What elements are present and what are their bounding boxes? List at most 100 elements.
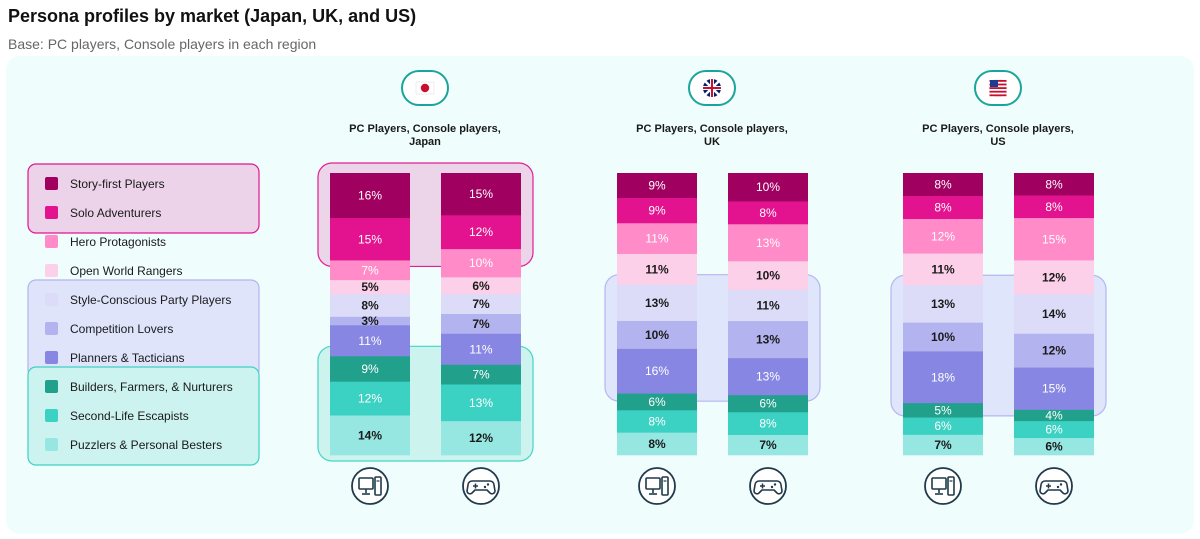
- bar-segment: [728, 395, 808, 413]
- gamepad-icon-ring: [462, 467, 500, 505]
- data-label: 5%: [361, 280, 379, 294]
- gamepad-button: [1059, 483, 1063, 486]
- bar-segment: [617, 284, 697, 322]
- data-label: 7%: [759, 438, 777, 452]
- bar-segment: [728, 201, 808, 225]
- bar-segment: [617, 223, 697, 255]
- bar-segment: [903, 403, 983, 418]
- data-label: 12%: [1042, 344, 1066, 358]
- flag-sun: [420, 83, 430, 93]
- data-label: 15%: [1042, 382, 1066, 396]
- bar-segment: [1014, 218, 1094, 261]
- data-label: 12%: [469, 225, 493, 239]
- stacked-bar: 8%8%15%12%14%12%15%4%6%6%: [1014, 173, 1094, 505]
- bar-segment: [1014, 367, 1094, 411]
- data-label: 8%: [1045, 200, 1063, 214]
- pc-icon-ring: [924, 467, 962, 505]
- data-label: 8%: [648, 414, 666, 428]
- gamepad-body: [753, 480, 783, 495]
- data-label: 13%: [931, 297, 955, 311]
- data-label: 8%: [759, 206, 777, 220]
- stacked-bar: 16% 15% 7% 5% 8%3% 11% 9% 12% 14%: [330, 173, 410, 505]
- data-label: 8%: [934, 201, 952, 215]
- legend-label: Competition Lovers: [70, 322, 173, 336]
- bar-segment: [330, 316, 410, 326]
- data-label: 12%: [469, 431, 493, 445]
- market-title: PC Players, Console players,: [922, 123, 1074, 135]
- bar-segment: [330, 415, 410, 456]
- data-label: 15%: [469, 187, 493, 201]
- data-label: 13%: [469, 396, 493, 410]
- data-label: 14%: [358, 428, 382, 442]
- bar-segment: [617, 253, 697, 285]
- data-label: 11%: [931, 262, 955, 276]
- gamepad-icon: [462, 467, 500, 505]
- legend-label: Hero Protagonists: [70, 235, 166, 249]
- bar-segment: [617, 432, 697, 456]
- data-label: 3%: [361, 314, 379, 328]
- data-label: 10%: [756, 180, 780, 194]
- legend-label: Solo Adventurers: [70, 206, 161, 220]
- gamepad-body: [1039, 480, 1069, 495]
- data-label: 10%: [645, 328, 669, 342]
- bar-segment: [617, 320, 697, 350]
- legend-label: Story-first Players: [70, 177, 165, 191]
- data-label: 7%: [472, 297, 490, 311]
- bar-segment: [903, 196, 983, 220]
- japan-flag: [401, 70, 449, 106]
- bar-segment: [1014, 294, 1094, 335]
- data-label: 7%: [472, 368, 490, 382]
- bar-segment: [903, 417, 983, 436]
- bar-segment: [330, 260, 410, 281]
- legend-swatch: [45, 293, 58, 306]
- market-title: Japan: [409, 136, 441, 148]
- pc-icon: [638, 467, 676, 505]
- data-label: 5%: [934, 403, 952, 417]
- stacked-bar: 10% 8% 13% 10% 11% 13% 13% 6% 8% 7%: [728, 173, 808, 505]
- us-flag: [974, 70, 1022, 106]
- legend-swatch: [45, 351, 58, 364]
- flag-stripe: [989, 87, 1007, 89]
- stacked-bar: 9% 9% 11% 11% 13% 10% 16% 6% 8% 8%: [617, 173, 697, 505]
- market-group: PC Players, Console players,US 8% 8% 12% 11%…: [903, 70, 1094, 505]
- data-label: 11%: [469, 342, 492, 356]
- pc-tower: [374, 476, 382, 496]
- data-label: 6%: [934, 419, 952, 433]
- bar-segment: [1014, 195, 1094, 219]
- bar-segment: [1014, 260, 1094, 295]
- data-label: 8%: [934, 178, 952, 192]
- bar-segment: [903, 253, 983, 286]
- legend-label: Builders, Farmers, & Nurturers: [70, 380, 233, 394]
- bar-segment: [330, 294, 410, 318]
- data-label: 11%: [645, 232, 668, 246]
- data-label: 12%: [931, 229, 955, 243]
- bar-segment: [903, 285, 983, 323]
- data-label: 9%: [648, 179, 666, 193]
- gamepad-button: [773, 483, 777, 486]
- legend-swatch: [45, 409, 58, 422]
- data-label: 18%: [931, 370, 955, 384]
- data-label: 13%: [645, 296, 669, 310]
- flag-stripe: [989, 90, 1007, 93]
- data-label: 13%: [756, 236, 780, 250]
- bar-segment: [728, 173, 808, 202]
- gamepad-button: [483, 485, 487, 489]
- gamepad-body: [466, 480, 496, 495]
- chart-subtitle: Base: PC players, Console players in eac…: [8, 36, 317, 52]
- data-label: 7%: [361, 263, 379, 277]
- story-solo-group-legend-box: [27, 163, 260, 234]
- bar-segment: [330, 280, 410, 295]
- data-label: 8%: [759, 417, 777, 431]
- legend-label: Puzzlers & Personal Besters: [70, 438, 222, 452]
- data-label: 13%: [756, 370, 780, 384]
- bar-segment: [441, 421, 521, 456]
- bar-segment: [903, 173, 983, 197]
- bar-segment: [728, 358, 808, 396]
- market-group: PC Players, Console players,UK 9% 9% 11% 11%…: [617, 70, 808, 505]
- pc-tower: [661, 476, 669, 496]
- bar-segment: [441, 384, 521, 422]
- legend-swatch: [45, 177, 58, 190]
- bar-segment: [617, 410, 697, 433]
- bar-segment: [617, 198, 697, 224]
- legend-swatch: [45, 380, 58, 393]
